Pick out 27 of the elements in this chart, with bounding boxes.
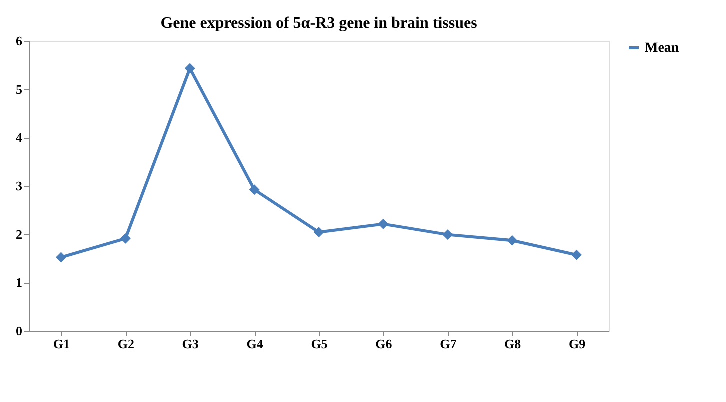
point <box>507 235 518 246</box>
point <box>442 230 454 240</box>
point <box>249 184 260 196</box>
y-tick-label: 1 <box>16 275 22 290</box>
y-tick-label: 3 <box>16 178 23 194</box>
x-tick-label: G8 <box>504 336 522 352</box>
y-tick-label: 6 <box>16 34 23 48</box>
legend-label: Mean <box>645 41 680 56</box>
x-tick-label: G2 <box>118 336 134 352</box>
y-tick-label: 5 <box>16 82 23 97</box>
y-tick-label: 0 <box>16 324 22 338</box>
y-tick-label: 4 <box>16 130 23 146</box>
point <box>378 218 389 230</box>
point <box>572 250 582 260</box>
point <box>120 233 131 244</box>
point <box>184 63 196 74</box>
point <box>314 227 324 238</box>
x-tick-label: G9 <box>568 336 586 352</box>
x-tick-label: G6 <box>376 336 393 352</box>
point <box>56 252 66 263</box>
chart-title: Gene expression of 5α-R3 gene in brain tissues <box>160 15 478 32</box>
x-tick-label: G5 <box>311 336 328 352</box>
x-tick-label: G4 <box>246 336 264 352</box>
y-tick-label: 2 <box>16 226 22 242</box>
x-tick-label: G7 <box>440 336 458 352</box>
x-tick-label: G1 <box>53 336 70 352</box>
x-tick-label: G3 <box>182 336 200 352</box>
